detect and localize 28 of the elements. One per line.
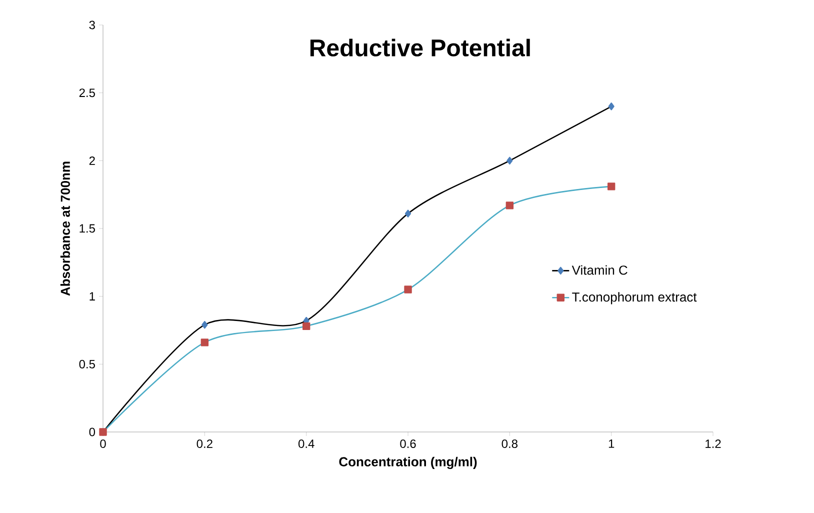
point <box>506 156 513 165</box>
chart-title: Reductive Potential <box>310 38 530 56</box>
y-tick-label: 0.5 <box>79 360 95 368</box>
y-tick-label: 0 <box>89 428 96 436</box>
point <box>302 322 310 330</box>
x-tick-label: 0.8 <box>502 440 518 448</box>
point <box>404 210 412 218</box>
x-tick-label: 1 <box>608 440 614 448</box>
y-tick-label: 1 <box>90 292 95 300</box>
x-tick-label: 1.2 <box>706 440 721 448</box>
legend-label: T.conophorum extract <box>572 292 697 304</box>
point <box>607 182 616 190</box>
x-tick-label: 0 <box>100 440 106 448</box>
legend-label: Vitamin C <box>572 265 628 275</box>
x-tick-label: 0.6 <box>400 440 416 448</box>
point <box>404 286 412 294</box>
y-axis-title: Absorbance at 700nm <box>60 162 70 296</box>
y-tick-label: 3 <box>89 20 95 30</box>
point <box>506 202 514 210</box>
y-tick-label: 2.5 <box>79 88 95 98</box>
x-axis-title: Concentration (mg/ml) <box>339 456 477 470</box>
x-tick-label: 0.4 <box>298 440 314 448</box>
point <box>200 338 209 346</box>
point <box>608 102 614 110</box>
y-tick-label: 1.5 <box>80 224 95 233</box>
point <box>202 320 208 329</box>
y-tick-label: 2 <box>89 156 95 165</box>
x-tick-label: 0.2 <box>196 440 212 448</box>
